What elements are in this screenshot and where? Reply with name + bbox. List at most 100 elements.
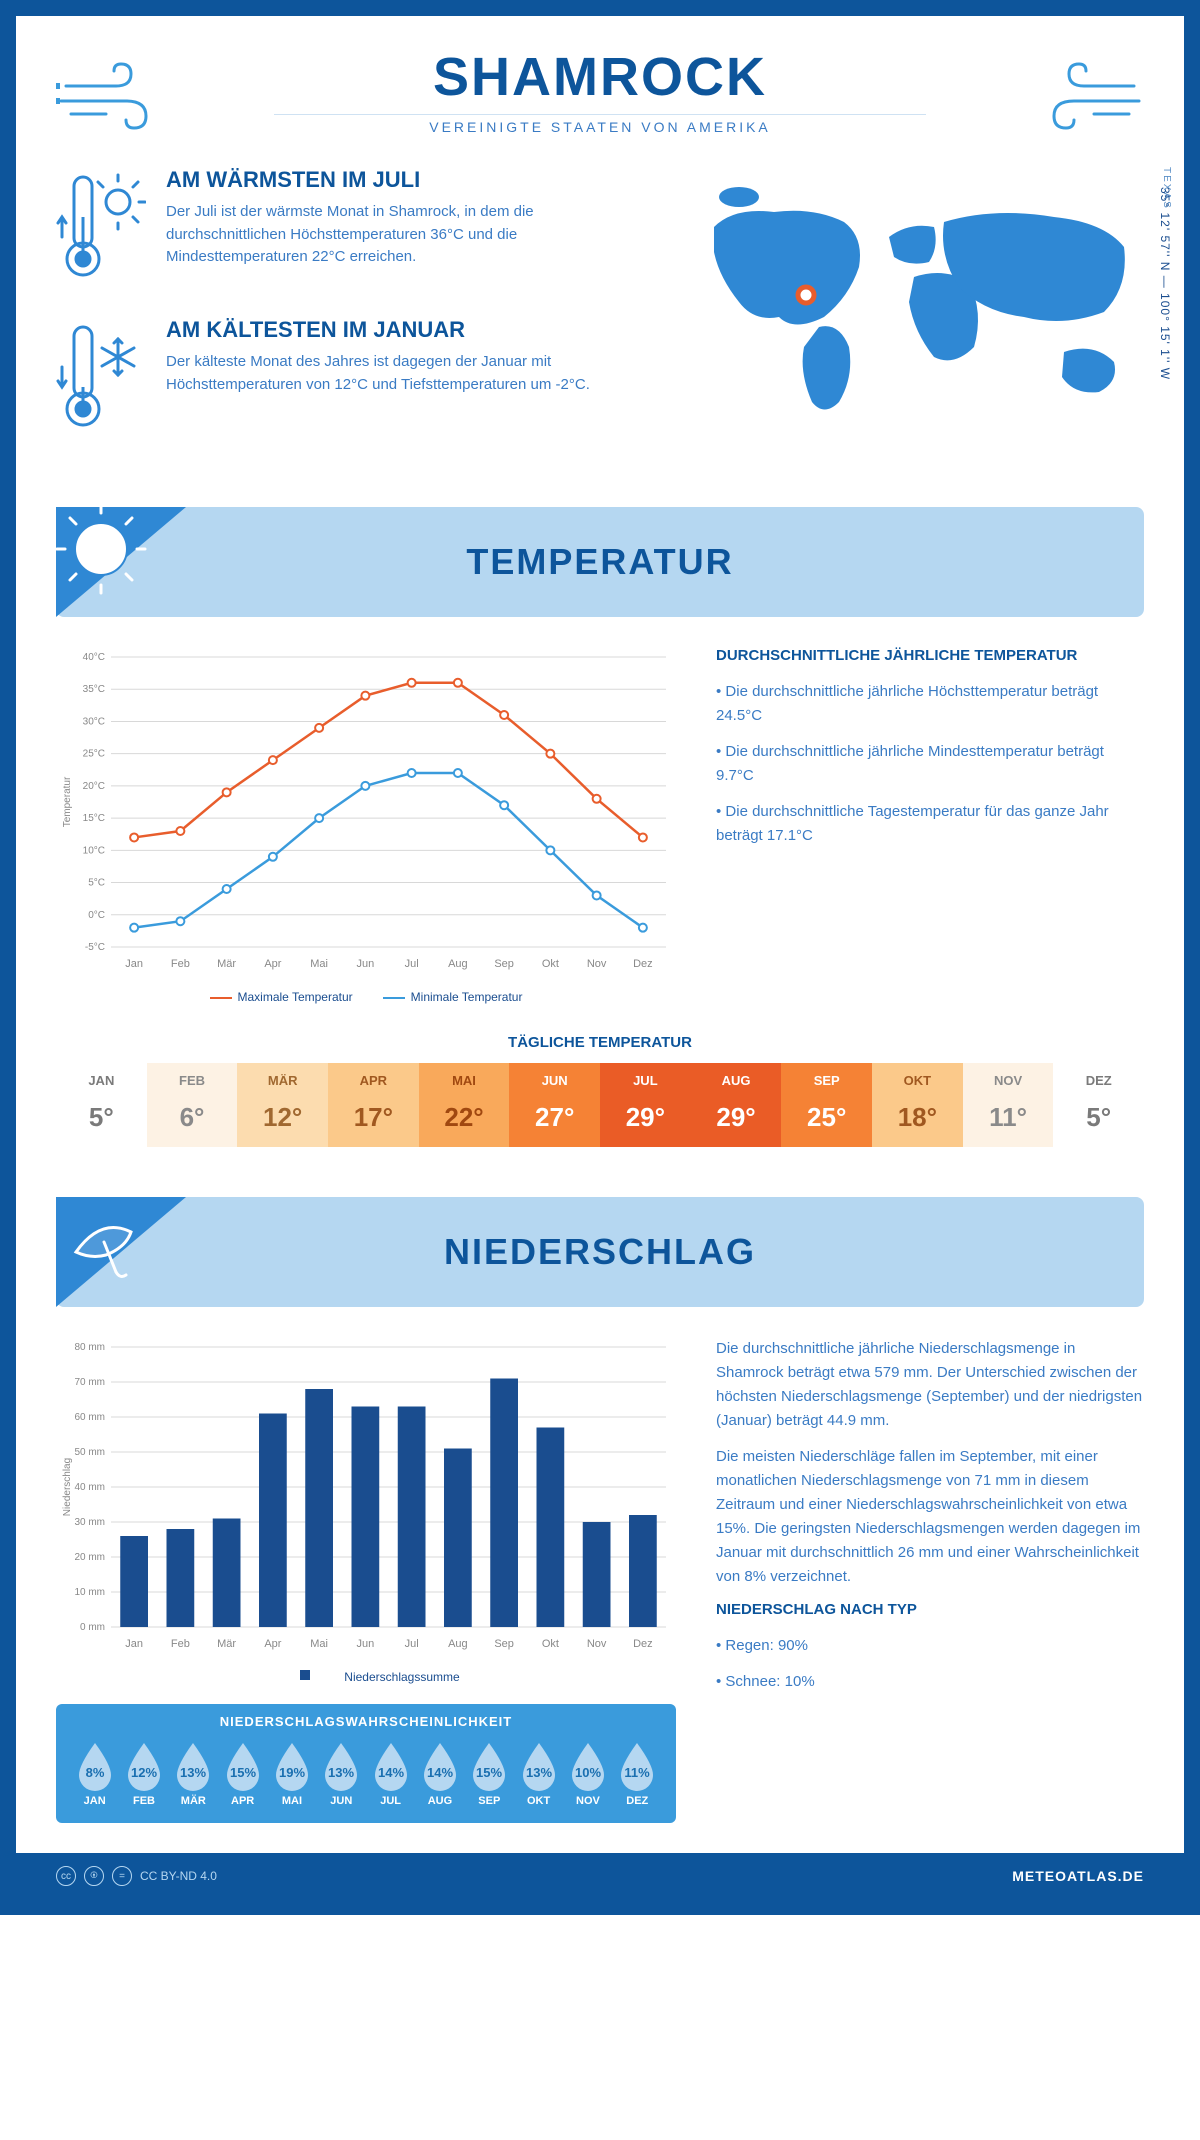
bullet: • Die durchschnittliche jährliche Mindes… — [716, 740, 1144, 788]
svg-text:80 mm: 80 mm — [74, 1342, 105, 1353]
section-title: TEMPERATUR — [466, 541, 733, 583]
svg-text:13%: 13% — [328, 1765, 354, 1780]
svg-text:Jan: Jan — [125, 958, 143, 970]
svg-text:Sep: Sep — [494, 958, 514, 970]
svg-text:11%: 11% — [625, 1765, 651, 1780]
raindrop-icon: 13% — [517, 1739, 561, 1791]
temp-cell: DEZ5° — [1053, 1063, 1144, 1147]
svg-text:Niederschlag: Niederschlag — [62, 1458, 73, 1516]
license-text: CC BY-ND 4.0 — [140, 1869, 217, 1883]
svg-text:15%: 15% — [476, 1765, 502, 1780]
svg-text:19%: 19% — [279, 1765, 305, 1780]
svg-text:Jun: Jun — [357, 958, 375, 970]
bullet: • Die durchschnittliche Tagestemperatur … — [716, 800, 1144, 848]
svg-text:12%: 12% — [131, 1765, 157, 1780]
svg-text:Aug: Aug — [448, 1638, 468, 1650]
svg-text:14%: 14% — [378, 1765, 404, 1780]
svg-text:40°C: 40°C — [83, 652, 105, 663]
divider — [274, 114, 927, 115]
svg-text:30 mm: 30 mm — [74, 1517, 105, 1528]
country-subtitle: VEREINIGTE STAATEN VON AMERIKA — [56, 119, 1144, 135]
fact-title: AM WÄRMSTEN IM JULI — [166, 167, 654, 193]
infographic-frame: SHAMROCK VEREINIGTE STAATEN VON AMERIKA … — [0, 0, 1200, 1915]
thermometer-snow-icon — [56, 317, 146, 437]
temperature-chart: -5°C0°C5°C10°C15°C20°C25°C30°C35°C40°CJa… — [56, 647, 676, 1004]
precip-drop: 10% NOV — [563, 1739, 612, 1807]
svg-text:Okt: Okt — [542, 958, 559, 970]
precip-drop: 13% OKT — [514, 1739, 563, 1807]
legend-max: Maximale Temperatur — [210, 990, 353, 1004]
raindrop-icon: 10% — [566, 1739, 610, 1791]
temp-cell: AUG29° — [691, 1063, 782, 1147]
raindrop-icon: 8% — [73, 1739, 117, 1791]
precip-probability-panel: NIEDERSCHLAGSWAHRSCHEINLICHKEIT 8% JAN 1… — [56, 1704, 676, 1823]
svg-text:0 mm: 0 mm — [80, 1622, 105, 1633]
coordinates: 35° 12' 57'' N — 100° 15' 1'' W — [1158, 187, 1172, 380]
svg-text:Dez: Dez — [633, 958, 653, 970]
svg-text:30°C: 30°C — [83, 716, 105, 727]
precip-drop: 12% FEB — [119, 1739, 168, 1807]
raindrop-icon: 13% — [319, 1739, 363, 1791]
precipitation-summary: Die durchschnittliche jährliche Niedersc… — [716, 1337, 1144, 1823]
site-name: METEOATLAS.DE — [1012, 1868, 1144, 1884]
fact-text: Der Juli ist der wärmste Monat in Shamro… — [166, 201, 654, 269]
temp-cell: NOV11° — [963, 1063, 1054, 1147]
raindrop-icon: 11% — [615, 1739, 659, 1791]
svg-text:Sep: Sep — [494, 1638, 514, 1650]
temperature-summary: DURCHSCHNITTLICHE JÄHRLICHE TEMPERATUR •… — [716, 647, 1144, 1004]
svg-text:60 mm: 60 mm — [74, 1412, 105, 1423]
legend-min: Minimale Temperatur — [383, 990, 523, 1004]
raindrop-icon: 19% — [270, 1739, 314, 1791]
by-icon: 🅯 — [84, 1866, 104, 1886]
svg-text:5°C: 5°C — [88, 878, 105, 889]
temp-cell: APR17° — [328, 1063, 419, 1147]
wind-icon — [1024, 56, 1144, 136]
raindrop-icon: 15% — [467, 1739, 511, 1791]
precip-drop: 14% JUL — [366, 1739, 415, 1807]
temp-cell: MÄR12° — [237, 1063, 328, 1147]
nd-icon: = — [112, 1866, 132, 1886]
summary-title: DURCHSCHNITTLICHE JÄHRLICHE TEMPERATUR — [716, 647, 1144, 664]
svg-text:Jul: Jul — [405, 958, 419, 970]
cc-icon: cc — [56, 1866, 76, 1886]
raindrop-icon: 14% — [418, 1739, 462, 1791]
svg-text:Mär: Mär — [217, 1638, 236, 1650]
svg-text:Dez: Dez — [633, 1638, 653, 1650]
svg-text:40 mm: 40 mm — [74, 1482, 105, 1493]
sun-corner-icon — [56, 507, 186, 617]
precip-text: Die meisten Niederschläge fallen im Sept… — [716, 1445, 1144, 1589]
svg-text:13%: 13% — [526, 1765, 552, 1780]
world-map: TEXAS 35° 12' 57'' N — 100° 15' 1'' W — [684, 167, 1144, 467]
precip-drop: 8% JAN — [70, 1739, 119, 1807]
svg-text:Mär: Mär — [217, 958, 236, 970]
precip-drop: 15% APR — [218, 1739, 267, 1807]
precip-drop: 14% AUG — [415, 1739, 464, 1807]
raindrop-icon: 14% — [369, 1739, 413, 1791]
daily-temp-grid: JAN5°FEB6°MÄR12°APR17°MAI22°JUN27°JUL29°… — [56, 1063, 1144, 1147]
line-chart-svg: -5°C0°C5°C10°C15°C20°C25°C30°C35°C40°CJa… — [56, 647, 676, 977]
precip-drop: 13% JUN — [317, 1739, 366, 1807]
svg-text:15%: 15% — [230, 1765, 256, 1780]
world-map-svg — [684, 167, 1144, 427]
precip-drop: 19% MAI — [267, 1739, 316, 1807]
temp-cell: OKT18° — [872, 1063, 963, 1147]
svg-text:10%: 10% — [575, 1765, 601, 1780]
thermometer-sun-icon — [56, 167, 146, 287]
temp-cell: SEP25° — [781, 1063, 872, 1147]
precip-drop: 13% MÄR — [169, 1739, 218, 1807]
city-title: SHAMROCK — [56, 46, 1144, 108]
temp-cell: JUN27° — [509, 1063, 600, 1147]
fact-title: AM KÄLTESTEN IM JANUAR — [166, 317, 654, 343]
precip-type-title: NIEDERSCHLAG NACH TYP — [716, 1601, 1144, 1618]
svg-text:Jul: Jul — [405, 1638, 419, 1650]
svg-text:Okt: Okt — [542, 1638, 559, 1650]
svg-text:Aug: Aug — [448, 958, 468, 970]
svg-text:Feb: Feb — [171, 1638, 190, 1650]
section-title: NIEDERSCHLAG — [444, 1231, 756, 1273]
svg-text:20°C: 20°C — [83, 781, 105, 792]
svg-text:35°C: 35°C — [83, 684, 105, 695]
temp-cell: JUL29° — [600, 1063, 691, 1147]
fact-coldest: AM KÄLTESTEN IM JANUAR Der kälteste Mona… — [56, 317, 654, 437]
bullet: • Die durchschnittliche jährliche Höchst… — [716, 680, 1144, 728]
daily-temp-title: TÄGLICHE TEMPERATUR — [56, 1034, 1144, 1051]
